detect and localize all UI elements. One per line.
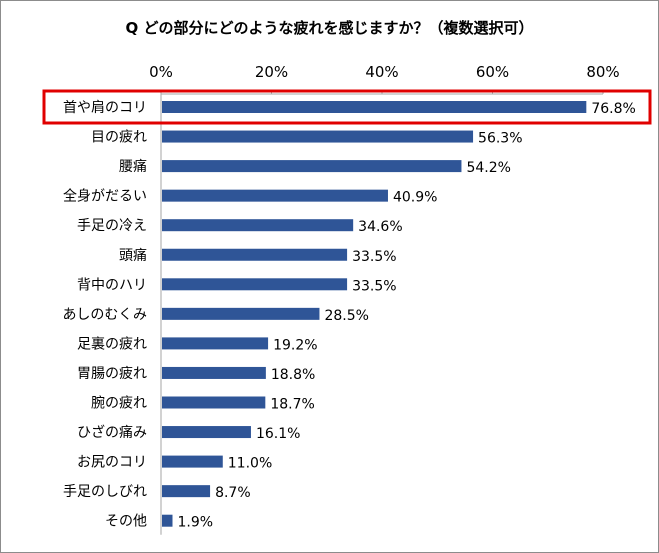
data-label: 18.7% xyxy=(270,397,314,413)
data-label: 19.2% xyxy=(273,337,317,353)
bar xyxy=(162,248,348,261)
bar xyxy=(162,455,223,468)
category-label: 胃腸の疲れ xyxy=(77,365,147,382)
category-label: その他 xyxy=(105,514,147,530)
x-tick-label: 60% xyxy=(476,63,509,81)
data-label: 33.5% xyxy=(352,249,396,265)
bar xyxy=(162,426,251,439)
x-tick-label: 80% xyxy=(586,63,619,81)
data-label: 33.5% xyxy=(352,278,396,294)
data-label: 40.9% xyxy=(393,190,437,206)
data-label: 28.5% xyxy=(324,308,368,324)
category-label: ひざの痛み xyxy=(77,424,147,441)
category-label: お尻のコリ xyxy=(77,455,147,471)
bar xyxy=(162,485,211,498)
x-tick-label: 20% xyxy=(255,63,288,81)
category-label: 全身がだるい xyxy=(63,188,147,205)
x-tick-label: 40% xyxy=(365,63,398,81)
bar xyxy=(162,130,474,143)
data-label: 8.7% xyxy=(215,485,251,501)
category-label: 背中のハリ xyxy=(77,277,147,293)
category-label: 足裏の疲れ xyxy=(77,335,147,352)
category-label: 首や肩のコリ xyxy=(63,100,147,116)
bar xyxy=(162,160,462,173)
bar xyxy=(162,101,587,113)
bar xyxy=(162,396,266,409)
bar xyxy=(162,278,348,291)
category-label: 手足の冷え xyxy=(77,218,147,234)
data-label: 18.8% xyxy=(271,367,315,383)
category-label: 目の疲れ xyxy=(91,129,147,146)
x-tick-label: 0% xyxy=(149,63,173,81)
data-label: 34.6% xyxy=(358,219,402,235)
bar xyxy=(162,366,266,379)
category-label: あしのむくみ xyxy=(62,307,147,323)
data-label: 1.9% xyxy=(177,515,213,531)
highlight-box xyxy=(42,89,652,125)
category-label: 腕の疲れ xyxy=(91,395,147,412)
bar xyxy=(162,189,388,202)
data-label: 16.1% xyxy=(256,426,300,442)
bar xyxy=(162,219,354,232)
category-label: 頭痛 xyxy=(119,247,147,264)
data-label: 54.2% xyxy=(466,160,510,176)
category-label: 手足のしびれ xyxy=(63,484,147,500)
data-label: 11.0% xyxy=(228,456,272,472)
data-label: 56.3% xyxy=(478,131,522,147)
data-label: 76.8% xyxy=(591,101,635,117)
bar xyxy=(162,337,269,350)
bar xyxy=(162,307,320,320)
bar xyxy=(162,514,173,527)
category-label: 腰痛 xyxy=(119,158,147,175)
chart-title: Q どの部分にどのような疲れを感じますか？（複数選択可） xyxy=(125,19,534,37)
